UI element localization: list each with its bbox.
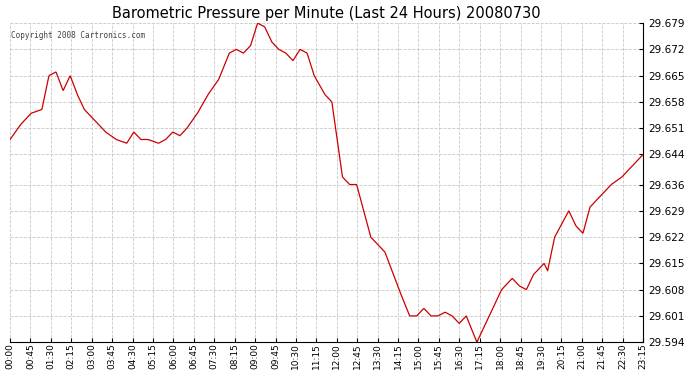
Title: Barometric Pressure per Minute (Last 24 Hours) 20080730: Barometric Pressure per Minute (Last 24 … bbox=[112, 6, 541, 21]
Text: Copyright 2008 Cartronics.com: Copyright 2008 Cartronics.com bbox=[11, 31, 146, 40]
